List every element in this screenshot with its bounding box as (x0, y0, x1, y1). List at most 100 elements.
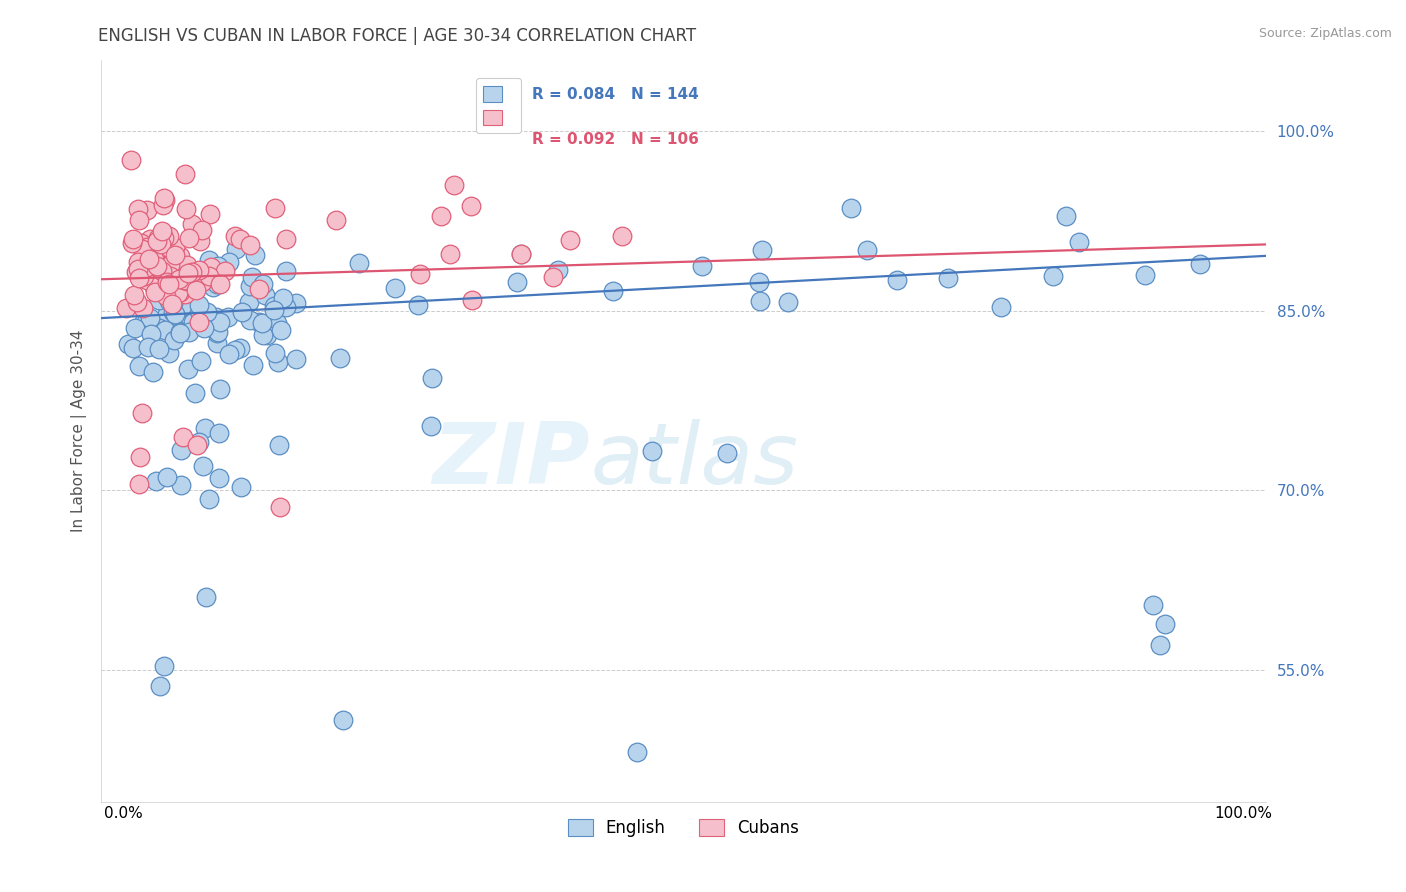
Point (124, 321, 146, 335)
Point (187, 435, 209, 450)
Point (139, 232, 162, 246)
Point (172, 429, 194, 443)
Point (136, 260, 159, 275)
Point (276, 264, 298, 278)
Point (169, 285, 191, 300)
Point (167, 324, 190, 338)
Point (406, 298, 429, 312)
Point (200, 260, 222, 274)
Point (166, 287, 188, 301)
Point (510, 247, 533, 261)
Point (166, 266, 188, 280)
Point (187, 304, 209, 318)
Point (839, 201, 862, 215)
Text: ZIP: ZIP (433, 418, 591, 502)
Point (443, 178, 465, 192)
Point (177, 362, 200, 376)
Point (139, 310, 162, 325)
Point (157, 229, 180, 244)
Point (135, 315, 157, 329)
Point (285, 296, 308, 310)
Point (128, 213, 150, 227)
Point (114, 301, 136, 316)
Point (142, 365, 165, 379)
Point (152, 198, 174, 212)
Point (205, 277, 228, 292)
Point (256, 327, 278, 342)
Point (186, 438, 208, 452)
Point (329, 351, 352, 365)
Point (270, 323, 292, 337)
Point (936, 270, 959, 285)
Point (139, 326, 162, 341)
Point (252, 328, 274, 343)
Point (139, 244, 162, 259)
Point (155, 288, 177, 302)
Point (384, 281, 406, 295)
Point (214, 264, 236, 278)
Point (157, 294, 180, 309)
Point (187, 263, 209, 277)
Point (153, 192, 176, 206)
Point (191, 264, 214, 278)
Point (201, 266, 224, 280)
Point (179, 314, 201, 328)
Point (1153, 616, 1175, 631)
Point (191, 275, 214, 289)
Point (129, 235, 152, 250)
Point (177, 326, 200, 340)
Point (193, 321, 215, 335)
Point (267, 354, 290, 368)
Point (143, 251, 166, 265)
Point (153, 234, 176, 248)
Point (225, 243, 247, 257)
Point (176, 259, 198, 273)
Point (128, 270, 150, 285)
Point (142, 252, 165, 266)
Point (460, 199, 482, 213)
Point (184, 283, 207, 297)
Point (263, 299, 285, 313)
Legend: English, Cubans: English, Cubans (560, 810, 807, 846)
Point (150, 294, 173, 309)
Point (510, 247, 533, 261)
Point (162, 304, 184, 318)
Point (127, 294, 149, 309)
Point (198, 491, 221, 506)
Point (184, 386, 207, 401)
Point (170, 299, 193, 313)
Point (239, 313, 262, 327)
Point (242, 358, 264, 372)
Point (148, 275, 170, 289)
Text: ENGLISH VS CUBAN IN LABOR FORCE | AGE 30-34 CORRELATION CHART: ENGLISH VS CUBAN IN LABOR FORCE | AGE 30… (98, 27, 696, 45)
Point (252, 277, 274, 291)
Point (202, 279, 225, 293)
Point (207, 471, 229, 485)
Point (148, 321, 170, 335)
Point (153, 658, 176, 673)
Point (157, 278, 180, 293)
Point (174, 318, 197, 333)
Point (152, 231, 174, 245)
Point (190, 354, 212, 368)
Point (135, 261, 157, 276)
Point (194, 590, 217, 604)
Point (145, 474, 167, 488)
Point (177, 231, 200, 245)
Point (271, 291, 294, 305)
Point (224, 229, 246, 244)
Point (143, 280, 166, 294)
Point (201, 318, 224, 332)
Point (121, 236, 143, 251)
Point (155, 275, 177, 289)
Point (181, 315, 204, 329)
Text: R = 0.084: R = 0.084 (531, 87, 616, 102)
Point (173, 279, 195, 293)
Point (132, 268, 155, 282)
Point (1142, 599, 1164, 613)
Point (181, 218, 204, 232)
Point (181, 265, 204, 279)
Point (285, 351, 308, 366)
Point (117, 337, 139, 351)
Point (150, 237, 173, 252)
